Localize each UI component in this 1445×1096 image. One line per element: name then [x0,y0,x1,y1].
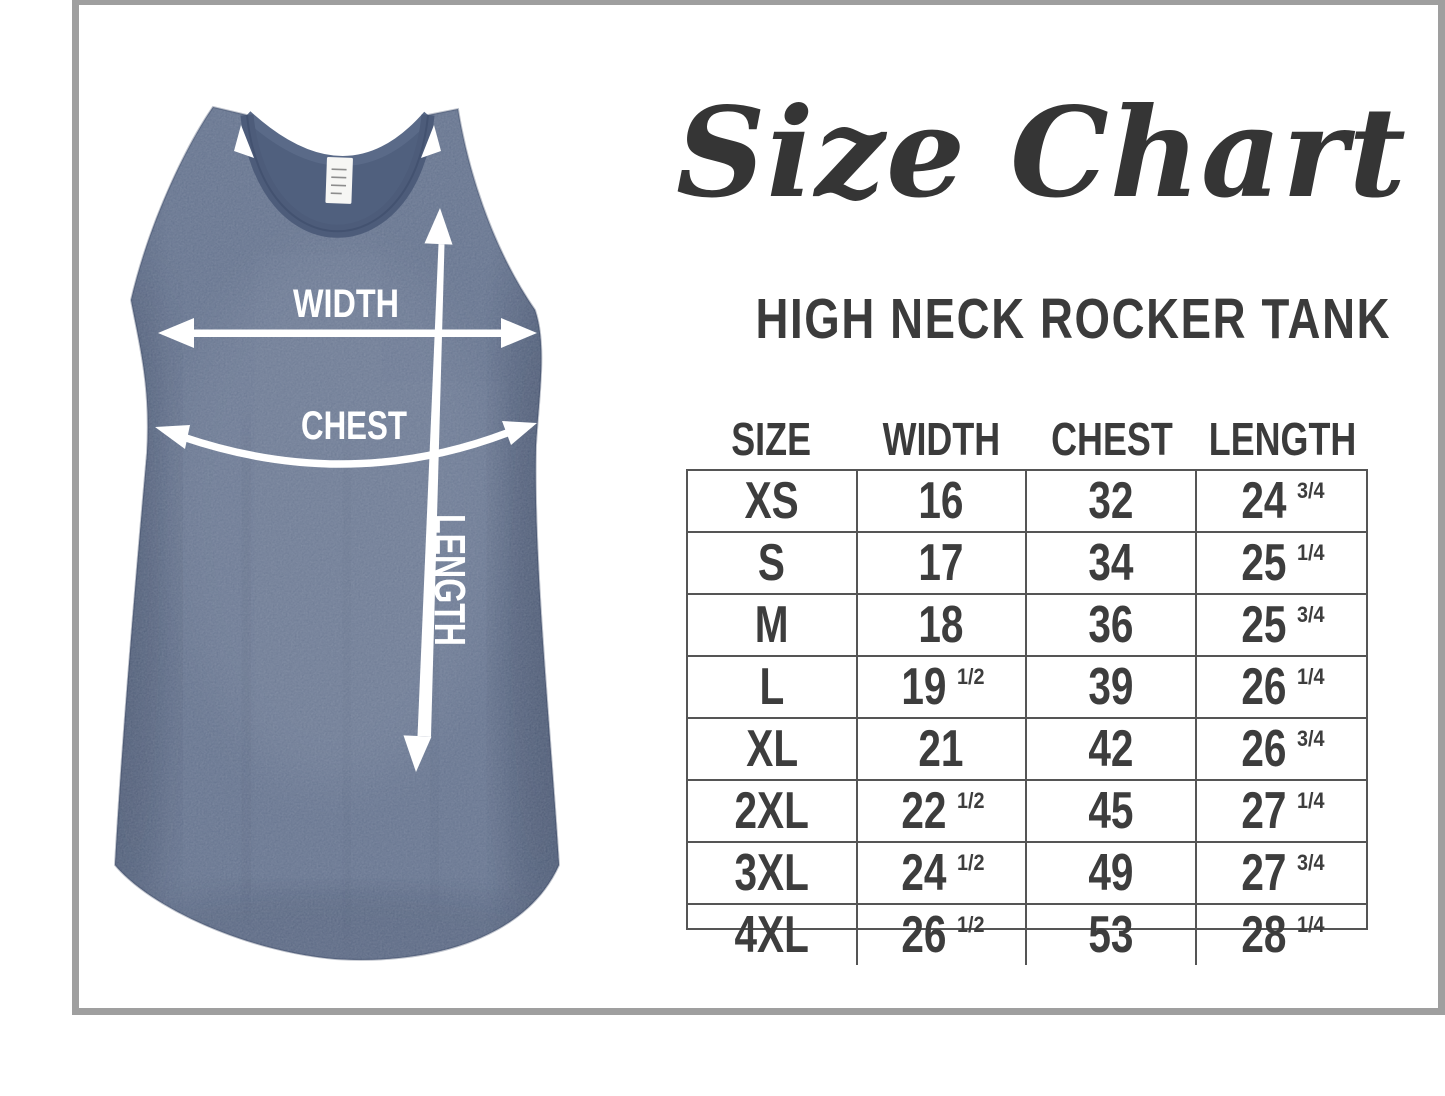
cell-width-xs: 16 [857,471,1027,533]
page-title: Size Chart [676,81,1407,226]
product-subtitle: HIGH NECK ROCKER TANK [676,286,1389,352]
cell-size-2xl: 2XL [688,781,858,843]
chest-arrow [155,421,537,468]
tank-top-image: WIDTH CHEST LENGTH [95,85,565,975]
cell-length-3xl: 27 3/4 [1196,843,1366,905]
cell-size-xs: XS [688,471,858,533]
cell-chest-l: 39 [1027,657,1197,719]
length-arrow [403,208,453,772]
column-header-chest: CHEST [1051,413,1174,465]
cell-size-l: L [688,657,858,719]
product-subtitle-text: HIGH NECK ROCKER TANK [755,287,1392,351]
chest-arrow-label: CHEST [301,404,407,448]
cell-length-xl: 26 3/4 [1196,719,1366,781]
column-header-size: SIZE [731,413,812,465]
width-arrow-label: WIDTH [293,282,399,326]
cell-size-xl: XL [688,719,858,781]
cell-length-4xl: 28 1/4 [1241,906,1325,964]
cell-size-3xl: 3XL [688,843,858,905]
right-armhole-notch [421,125,441,158]
column-header-length: LENGTH [1209,413,1357,465]
size-table-header: SIZE WIDTH CHEST LENGTH [686,413,1368,465]
cell-size-4xl: 4XL [688,905,858,965]
left-armhole-notch [234,125,254,158]
cell-chest-3xl: 49 [1027,843,1197,905]
cell-width-xl: 21 [857,719,1027,781]
cell-size-m: M [688,595,858,657]
cell-width-m: 18 [857,595,1027,657]
cell-chest-2xl: 45 [1027,781,1197,843]
tank-top-svg: WIDTH CHEST LENGTH [113,105,561,961]
cell-width-3xl: 24 1/2 [857,843,1027,905]
cell-length-s: 25 1/4 [1196,533,1366,595]
cell-size-s: S [688,533,858,595]
width-arrow [158,318,537,348]
size-table: XS 16 32 24 3/4 S 17 34 25 1/4 M 18 36 25 3… [686,469,1368,965]
cell-length-xs: 24 3/4 [1196,471,1366,533]
cell-chest-4xl: 53 [1027,905,1197,965]
cell-chest-xs: 32 [1027,471,1197,533]
cell-chest-s: 34 [1027,533,1197,595]
neck-tag [325,157,353,204]
cell-width-l: 19 1/2 [857,657,1027,719]
cell-width-2xl: 22 1/2 [857,781,1027,843]
cell-width-4xl: 26 1/2 [858,905,1027,965]
cell-width-s: 17 [857,533,1027,595]
cell-length-m: 25 3/4 [1196,595,1366,657]
length-arrow-label: LENGTH [425,514,474,646]
cell-chest-m: 36 [1027,595,1197,657]
column-header-width: WIDTH [882,413,1001,465]
cell-chest-xl: 42 [1027,719,1197,781]
cell-length-2xl: 27 1/4 [1196,781,1366,843]
collar-ribbing [240,114,435,238]
cell-length-l: 26 1/4 [1196,657,1366,719]
